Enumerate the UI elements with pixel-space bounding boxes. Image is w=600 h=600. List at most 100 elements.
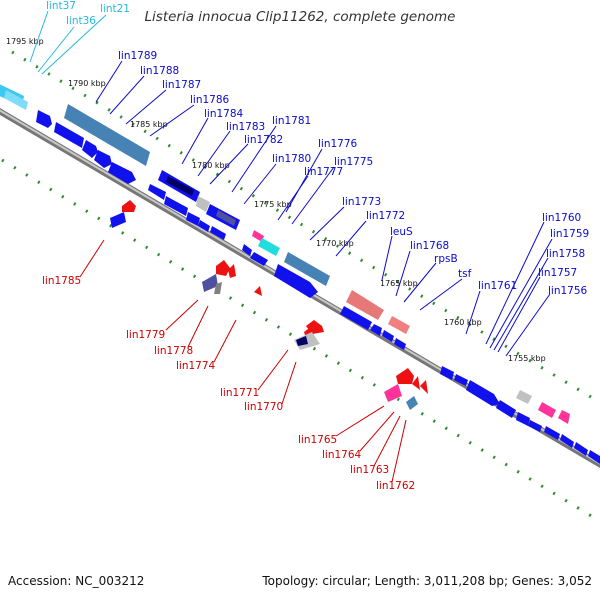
gene-feature	[216, 260, 230, 276]
ruler-tick-label: 1760 kbp	[444, 318, 482, 327]
leader-line	[181, 117, 209, 165]
leader-line	[359, 411, 395, 452]
gene-feature	[284, 252, 330, 286]
gene-label: lin1776	[318, 138, 358, 150]
gene-label: lin1787	[162, 79, 201, 91]
gene-label: lin1764	[322, 449, 362, 461]
ruler-tick-label: 1755 kbp	[508, 354, 546, 363]
gene-feature	[148, 184, 166, 200]
leader-line	[213, 319, 237, 363]
leader-line	[391, 419, 407, 483]
ruler-tick-label: 1785 kbp	[130, 120, 168, 129]
gene-feature	[108, 162, 136, 184]
gene-feature	[110, 212, 126, 228]
gene-label: rpsB	[434, 253, 458, 265]
gene-label: lin1765	[298, 434, 337, 446]
gene-label: lin1759	[550, 228, 589, 240]
gene-feature	[228, 264, 236, 278]
gene-feature	[214, 282, 222, 294]
gene-label: lin1778	[154, 345, 193, 357]
leader-line	[243, 163, 277, 205]
leader-line	[231, 125, 277, 193]
gene-label: lin1770	[244, 401, 283, 413]
gene-feature	[54, 122, 84, 148]
reverse-features	[110, 200, 428, 410]
gene-label: lin1789	[118, 50, 157, 62]
gene-label: lin1779	[126, 329, 165, 341]
gene-feature	[164, 196, 188, 216]
gene-feature	[516, 390, 532, 404]
gene-feature	[186, 212, 200, 226]
accession-text: Accession: NC_003212	[8, 574, 145, 588]
gene-feature	[384, 384, 402, 402]
gene-feature	[466, 380, 500, 406]
gene-feature	[406, 396, 418, 410]
leader-line	[493, 257, 549, 351]
gene-feature	[394, 338, 406, 350]
gene-feature	[196, 196, 210, 212]
leader-line	[335, 405, 385, 437]
gene-feature	[122, 200, 136, 212]
leader-line	[419, 278, 463, 311]
gene-label: lin1771	[220, 387, 259, 399]
gene-feature	[64, 104, 150, 166]
forward-features	[0, 84, 600, 464]
gene-feature	[198, 220, 210, 232]
leader-line	[309, 206, 345, 241]
gene-feature	[242, 244, 252, 256]
gene-label: lint37	[46, 0, 76, 12]
ruler-tick-label: 1790 kbp	[68, 79, 106, 88]
ruler-tick-label: 1765 kbp	[380, 279, 418, 288]
reverse-labels: lin1785 lin1779 lin1778 lin1774 lin1771 …	[42, 275, 415, 492]
gene-feature	[560, 434, 574, 448]
gene-label: lint36	[66, 15, 96, 27]
gene-feature	[420, 380, 428, 394]
leader-line	[505, 293, 551, 357]
ruler-tick-label: 1780 kbp	[192, 161, 230, 170]
gene-feature	[36, 110, 52, 128]
gene-feature	[558, 410, 570, 424]
gene-feature	[388, 316, 410, 334]
gene-label: lin1773	[342, 196, 381, 208]
gene-feature	[254, 286, 262, 296]
leader-line	[165, 299, 199, 331]
gene-feature	[454, 374, 468, 386]
gene-label: lin1775	[334, 156, 373, 168]
gene-feature	[94, 150, 112, 168]
leader-line	[109, 75, 145, 115]
leader-line	[149, 104, 195, 137]
leader-line	[497, 276, 541, 353]
gene-feature	[258, 238, 280, 256]
gene-feature	[544, 426, 560, 440]
gene-feature	[296, 336, 308, 346]
map-title: Listeria innocua Clip11262, complete gen…	[144, 9, 456, 25]
gene-feature	[166, 176, 194, 196]
gene-label: lin1756	[548, 285, 588, 297]
gene-feature	[346, 290, 384, 320]
gene-label: lin1760	[542, 212, 581, 224]
gene-feature	[370, 324, 382, 336]
gene-feature	[588, 450, 600, 464]
gene-label: lin1780	[272, 153, 311, 165]
leader-line	[37, 26, 75, 73]
leader-line	[187, 305, 209, 348]
leader-line	[29, 10, 49, 63]
leader-line	[335, 220, 367, 257]
gene-label: lin1785	[42, 275, 81, 287]
leader-line	[209, 143, 249, 185]
ruler: 1795 kbp 1790 kbp 1785 kbp 1780 kbp 1775…	[6, 37, 546, 363]
leader-line	[373, 415, 401, 467]
gene-label: lin1774	[176, 360, 216, 372]
leader-line	[465, 290, 481, 335]
ruler-tick-label: 1795 kbp	[6, 37, 44, 46]
leader-line	[403, 262, 437, 303]
gene-feature	[496, 400, 516, 418]
gene-label: lin1763	[350, 464, 389, 476]
leader-line	[291, 166, 335, 225]
leader-line	[41, 14, 107, 75]
ruler-guide	[11, 50, 597, 402]
gene-label: lin1781	[272, 115, 311, 127]
gene-label: lin1783	[226, 121, 265, 133]
gene-feature	[412, 376, 420, 390]
